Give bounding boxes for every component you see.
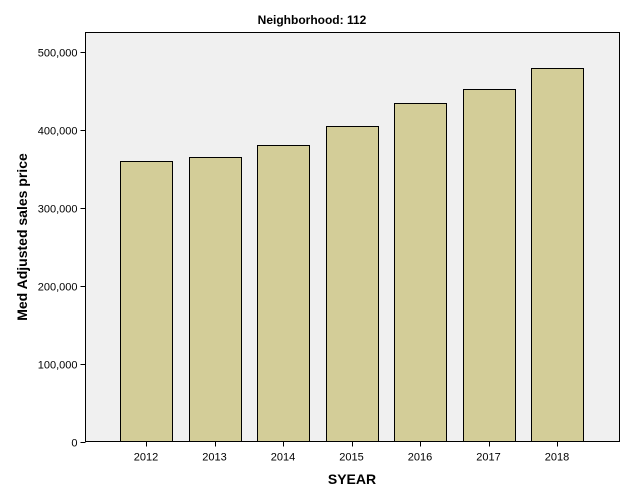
y-tick-label: 0 [71,438,77,450]
x-tick-label: 2016 [408,452,432,464]
y-axis-title: Med Adjusted sales price [14,153,30,321]
x-tick-label: 2017 [476,452,500,464]
x-tick-label: 2012 [134,452,158,464]
y-tick-label: 500,000 [38,48,78,60]
y-axis: 0 100,000 200,000 300,000 400,000 500,000 [38,48,86,450]
bar [326,126,379,442]
x-tick-label: 2014 [271,452,295,464]
bar [120,161,173,442]
y-tick-label: 100,000 [38,360,78,372]
x-tick-label: 2018 [545,452,569,464]
bar [394,103,447,442]
chart-title: Neighborhood: 112 [258,13,367,27]
bar [257,145,310,442]
bar [189,157,242,442]
x-tick-label: 2015 [339,452,363,464]
bars [120,68,584,442]
bar [531,68,584,442]
y-tick-label: 400,000 [38,126,78,138]
x-axis-title: SYEAR [328,471,376,487]
bar [463,89,516,442]
y-tick-label: 300,000 [38,204,78,216]
x-axis: 2012 2013 2014 2015 2016 2017 2018 [134,441,569,464]
x-tick-label: 2013 [202,452,226,464]
y-tick-label: 200,000 [38,282,78,294]
